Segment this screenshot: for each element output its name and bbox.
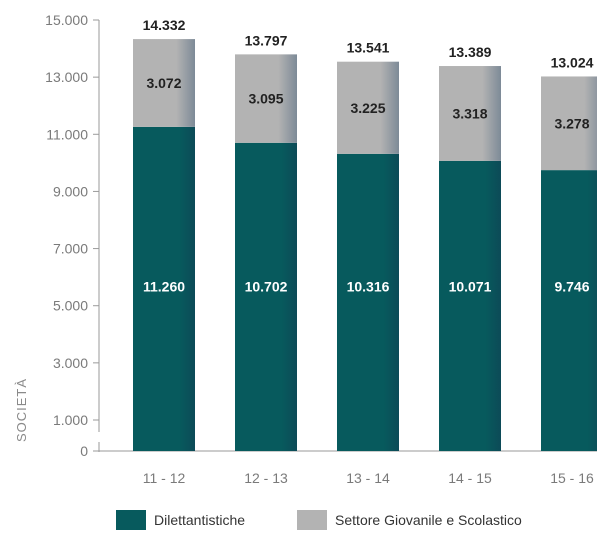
bar-dilettantistiche: [337, 153, 399, 452]
y-tick-label: 13.000: [45, 69, 88, 85]
bar-dilettantistiche: [235, 142, 297, 452]
x-tick-label: 13 - 14: [346, 470, 390, 486]
x-tick-label: 15 - 16: [550, 470, 594, 486]
data-label-total: 13.541: [347, 40, 390, 56]
data-label-total: 14.332: [143, 17, 186, 33]
data-label-settore-giovanile: 3.225: [350, 100, 385, 116]
x-tick-label: 11 - 12: [143, 470, 186, 486]
legend-swatch-dilettantistiche: [116, 510, 146, 530]
data-label-settore-giovanile: 3.278: [554, 115, 589, 131]
legend-label-dilettantistiche: Dilettantistiche: [154, 512, 246, 528]
bars: [133, 39, 597, 452]
y-tick-label: 0: [80, 443, 88, 459]
y-tick-label: 9.000: [53, 183, 88, 199]
stacked-bar-chart: 0 1.000 3.000 5.000 7.000 9.000 11.000 13.000 15…: [14, 12, 597, 486]
y-tick-label: 5.000: [53, 298, 88, 314]
data-label-dilettantistiche: 10.702: [245, 279, 288, 295]
y-axis-label: SOCIETÀ: [14, 378, 29, 442]
x-tick-label: 12 - 13: [244, 470, 288, 486]
data-label-dilettantistiche: 10.316: [347, 279, 390, 295]
bar-dilettantistiche: [133, 126, 195, 451]
bar-dilettantistiche: [541, 170, 597, 451]
legend-item-dilettantistiche: Dilettantistiche: [116, 510, 245, 530]
data-labels: 11.260 3.072 14.332 11 - 12 10.702 3.095 13.79…: [143, 17, 594, 486]
data-label-settore-giovanile: 3.072: [146, 75, 181, 91]
data-label-total: 13.797: [245, 32, 288, 48]
y-tick-label: 11.000: [46, 126, 88, 142]
bar-settore-giovanile: [541, 76, 597, 171]
legend: Dilettantistiche Settore Giovanile e Sco…: [116, 510, 574, 530]
data-label-dilettantistiche: 9.746: [554, 279, 589, 295]
legend-label-settore-giovanile: Settore Giovanile e Scolastico: [335, 512, 522, 528]
legend-swatch-settore-giovanile: [297, 510, 328, 530]
bar-settore-giovanile: [133, 39, 195, 127]
bar-settore-giovanile: [439, 66, 501, 161]
data-label-dilettantistiche: 10.071: [449, 279, 492, 295]
y-axis: 0 1.000 3.000 5.000 7.000 9.000 11.000 13.000 15…: [45, 12, 597, 459]
y-tick-label: 15.000: [45, 12, 88, 28]
data-label-dilettantistiche: 11.260: [143, 279, 185, 295]
y-tick-label: 3.000: [53, 355, 88, 371]
data-label-total: 13.024: [551, 54, 594, 70]
x-tick-label: 14 - 15: [448, 470, 492, 486]
bar-settore-giovanile: [337, 61, 399, 154]
bar-dilettantistiche: [439, 160, 501, 452]
data-label-settore-giovanile: 3.095: [248, 91, 283, 107]
y-tick-label: 1.000: [53, 412, 88, 428]
y-tick-label: 7.000: [53, 241, 88, 257]
legend-item-settore-giovanile: Settore Giovanile e Scolastico: [297, 510, 522, 530]
data-label-total: 13.389: [449, 44, 492, 60]
data-label-settore-giovanile: 3.318: [452, 105, 487, 121]
bar-settore-giovanile: [235, 54, 297, 143]
